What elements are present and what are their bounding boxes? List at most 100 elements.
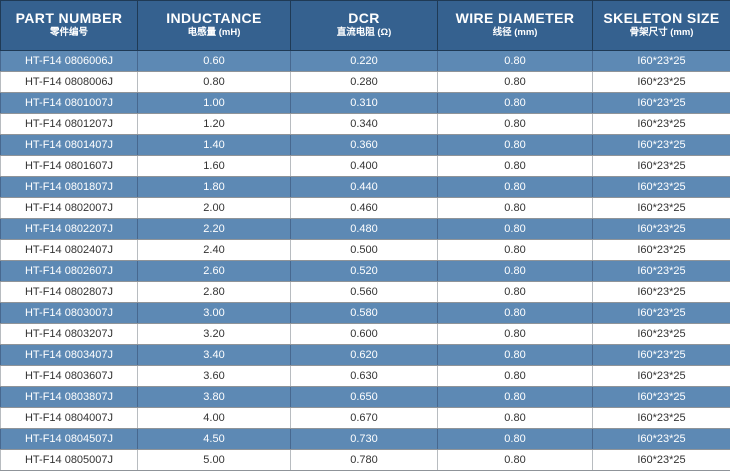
- cell-skeleton-size: I60*23*25: [593, 429, 730, 450]
- cell-inductance: 2.00: [138, 198, 291, 219]
- cell-wire-diameter: 0.80: [438, 240, 593, 261]
- cell-skeleton-size: I60*23*25: [593, 93, 730, 114]
- cell-dcr: 0.600: [291, 324, 438, 345]
- cell-wire-diameter: 0.80: [438, 303, 593, 324]
- cell-part-number: HT-F14 0801207J: [1, 114, 138, 135]
- cell-wire-diameter: 0.80: [438, 156, 593, 177]
- cell-wire-diameter: 0.80: [438, 429, 593, 450]
- cell-part-number: HT-F14 0801407J: [1, 135, 138, 156]
- cell-skeleton-size: I60*23*25: [593, 324, 730, 345]
- cell-skeleton-size: I60*23*25: [593, 303, 730, 324]
- cell-inductance: 5.00: [138, 450, 291, 471]
- cell-dcr: 0.220: [291, 51, 438, 72]
- cell-wire-diameter: 0.80: [438, 72, 593, 93]
- cell-dcr: 0.520: [291, 261, 438, 282]
- cell-skeleton-size: I60*23*25: [593, 72, 730, 93]
- column-title-zh: 线径 (mm): [438, 27, 592, 39]
- cell-wire-diameter: 0.80: [438, 450, 593, 471]
- cell-skeleton-size: I60*23*25: [593, 156, 730, 177]
- cell-dcr: 0.650: [291, 387, 438, 408]
- cell-inductance: 2.60: [138, 261, 291, 282]
- cell-part-number: HT-F14 0801007J: [1, 93, 138, 114]
- cell-inductance: 1.60: [138, 156, 291, 177]
- cell-wire-diameter: 0.80: [438, 198, 593, 219]
- cell-inductance: 3.80: [138, 387, 291, 408]
- column-title-zh: 电感量 (mH): [138, 27, 290, 39]
- cell-skeleton-size: I60*23*25: [593, 366, 730, 387]
- cell-dcr: 0.780: [291, 450, 438, 471]
- cell-inductance: 2.80: [138, 282, 291, 303]
- cell-part-number: HT-F14 0802807J: [1, 282, 138, 303]
- cell-wire-diameter: 0.80: [438, 51, 593, 72]
- cell-part-number: HT-F14 0802207J: [1, 219, 138, 240]
- cell-part-number: HT-F14 0802407J: [1, 240, 138, 261]
- cell-part-number: HT-F14 0802607J: [1, 261, 138, 282]
- cell-skeleton-size: I60*23*25: [593, 135, 730, 156]
- cell-inductance: 1.80: [138, 177, 291, 198]
- cell-part-number: HT-F14 0808006J: [1, 72, 138, 93]
- cell-dcr: 0.630: [291, 366, 438, 387]
- cell-inductance: 4.50: [138, 429, 291, 450]
- cell-wire-diameter: 0.80: [438, 324, 593, 345]
- cell-dcr: 0.340: [291, 114, 438, 135]
- cell-skeleton-size: I60*23*25: [593, 219, 730, 240]
- cell-inductance: 1.20: [138, 114, 291, 135]
- cell-skeleton-size: I60*23*25: [593, 282, 730, 303]
- column-title-en: PART NUMBER: [1, 10, 137, 27]
- cell-inductance: 2.20: [138, 219, 291, 240]
- cell-skeleton-size: I60*23*25: [593, 387, 730, 408]
- cell-wire-diameter: 0.80: [438, 387, 593, 408]
- cell-dcr: 0.500: [291, 240, 438, 261]
- cell-skeleton-size: I60*23*25: [593, 345, 730, 366]
- cell-dcr: 0.310: [291, 93, 438, 114]
- column-title-en: DCR: [291, 10, 437, 27]
- cell-skeleton-size: I60*23*25: [593, 114, 730, 135]
- cell-skeleton-size: I60*23*25: [593, 261, 730, 282]
- cell-inductance: 0.80: [138, 72, 291, 93]
- cell-skeleton-size: I60*23*25: [593, 198, 730, 219]
- cell-dcr: 0.280: [291, 72, 438, 93]
- cell-wire-diameter: 0.80: [438, 282, 593, 303]
- column-title-zh: 直流电阻 (Ω): [291, 27, 437, 39]
- cell-part-number: HT-F14 0804007J: [1, 408, 138, 429]
- column-title-en: WIRE DIAMETER: [438, 10, 592, 27]
- cell-part-number: HT-F14 0806006J: [1, 51, 138, 72]
- cell-wire-diameter: 0.80: [438, 366, 593, 387]
- cell-part-number: HT-F14 0801807J: [1, 177, 138, 198]
- cell-dcr: 0.560: [291, 282, 438, 303]
- cell-skeleton-size: I60*23*25: [593, 51, 730, 72]
- cell-skeleton-size: I60*23*25: [593, 240, 730, 261]
- column-title-en: SKELETON SIZE: [593, 10, 730, 27]
- cell-part-number: HT-F14 0802007J: [1, 198, 138, 219]
- cell-part-number: HT-F14 0804507J: [1, 429, 138, 450]
- cell-dcr: 0.730: [291, 429, 438, 450]
- cell-inductance: 3.00: [138, 303, 291, 324]
- cell-inductance: 1.00: [138, 93, 291, 114]
- cell-dcr: 0.580: [291, 303, 438, 324]
- cell-dcr: 0.620: [291, 345, 438, 366]
- cell-part-number: HT-F14 0803607J: [1, 366, 138, 387]
- cell-wire-diameter: 0.80: [438, 408, 593, 429]
- cell-dcr: 0.360: [291, 135, 438, 156]
- column-title-en: INDUCTANCE: [138, 10, 290, 27]
